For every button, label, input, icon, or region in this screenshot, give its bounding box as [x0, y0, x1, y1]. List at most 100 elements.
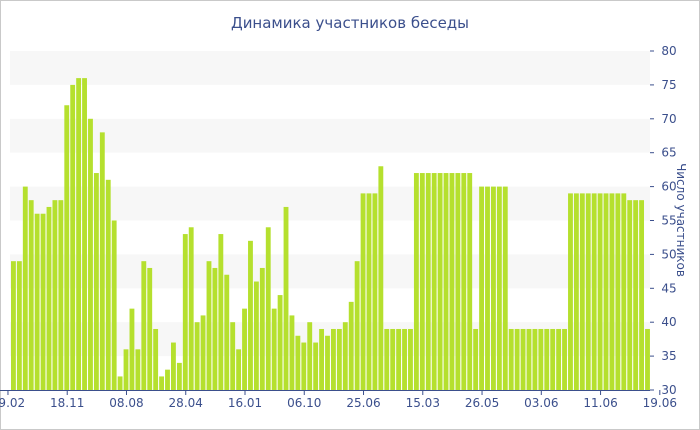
- bar: [277, 295, 283, 390]
- bar: [461, 173, 467, 390]
- y-tick-label: 40: [661, 315, 676, 329]
- x-tick-label: 18.11: [50, 396, 84, 410]
- bar: [289, 315, 295, 390]
- bar-series: [11, 78, 650, 391]
- y-tick-label: 35: [661, 349, 676, 363]
- bar: [301, 342, 307, 390]
- bar: [496, 186, 502, 390]
- bar: [366, 193, 372, 390]
- bar: [283, 206, 289, 390]
- bar: [248, 240, 253, 390]
- bar: [585, 193, 591, 390]
- bar: [455, 173, 461, 390]
- bar: [206, 261, 212, 390]
- bar: [514, 328, 520, 390]
- bar: [591, 193, 597, 390]
- bar: [556, 328, 562, 390]
- y-tick-label: 45: [661, 281, 676, 295]
- bar: [182, 234, 188, 390]
- bar: [485, 186, 490, 390]
- y-tick-label: 30: [661, 383, 676, 397]
- bar: [425, 173, 431, 390]
- bar: [153, 328, 159, 390]
- bar: [64, 105, 70, 391]
- bar: [253, 281, 259, 390]
- grid-band: [10, 118, 650, 153]
- bar: [88, 118, 93, 391]
- bar: [93, 173, 99, 390]
- bar: [224, 274, 230, 390]
- bar: [473, 328, 479, 390]
- bar: [82, 78, 87, 391]
- bar: [390, 328, 396, 390]
- bar: [396, 328, 402, 390]
- grid-band: [10, 322, 650, 357]
- bar: [242, 308, 247, 390]
- bar: [129, 308, 135, 390]
- bar: [437, 173, 443, 390]
- bar: [70, 84, 76, 391]
- y-axis-label: Число участников: [674, 163, 688, 277]
- y-tick-label: 80: [661, 44, 676, 58]
- bar: [194, 322, 200, 390]
- x-tick-label: 16.01: [228, 396, 262, 410]
- bar: [467, 173, 473, 390]
- bar: [141, 261, 147, 390]
- bar: [603, 193, 609, 390]
- bar: [348, 301, 354, 390]
- bar: [111, 220, 117, 390]
- y-tick-label: 60: [661, 180, 676, 194]
- bar: [645, 328, 650, 390]
- bar: [11, 261, 16, 390]
- bar: [342, 322, 348, 390]
- bar: [384, 328, 390, 390]
- bar: [449, 173, 455, 390]
- bar: [532, 328, 538, 390]
- bar: [336, 328, 342, 390]
- bar: [159, 376, 165, 390]
- bar: [117, 376, 123, 390]
- bar: [508, 328, 514, 390]
- bar: [46, 206, 52, 390]
- bar: [573, 193, 579, 390]
- grid-bands: [10, 51, 650, 357]
- bar: [639, 200, 645, 390]
- x-tick-label: 08.08: [109, 396, 143, 410]
- bar: [135, 349, 141, 390]
- bar: [597, 193, 603, 390]
- bar: [165, 369, 170, 390]
- bar: [171, 342, 176, 390]
- bar: [627, 200, 633, 390]
- bar: [99, 132, 105, 391]
- bar: [188, 227, 194, 390]
- x-tick-label: 03.06: [524, 396, 558, 410]
- bar: [443, 173, 449, 390]
- bar: [325, 335, 330, 390]
- bar: [479, 186, 485, 390]
- bar: [271, 308, 277, 390]
- bar: [22, 186, 28, 390]
- y-tick-label: 75: [661, 78, 676, 92]
- bar: [408, 328, 413, 390]
- y-axis-ticks: 30 35 40 45 50 55 60 65 70 75 80: [650, 44, 677, 397]
- bar: [609, 193, 615, 390]
- bar: [372, 193, 378, 390]
- bar: [34, 213, 40, 390]
- grid-band: [10, 51, 650, 85]
- bar: [419, 173, 425, 390]
- grid-band: [10, 186, 650, 221]
- bar: [295, 335, 301, 390]
- bar: [550, 328, 556, 390]
- bar: [378, 166, 384, 390]
- bar: [212, 267, 218, 390]
- bar: [265, 227, 271, 390]
- bar: [544, 328, 550, 390]
- bar: [40, 213, 46, 390]
- bar: [16, 261, 22, 390]
- y-tick-label: 50: [661, 247, 676, 261]
- x-tick-label: 29.02: [0, 396, 25, 410]
- bar: [52, 200, 58, 390]
- x-axis-ticks: 29.02 18.11 08.08 28.04 16.01 06.10 25.06 15.03…: [0, 390, 677, 410]
- bar: [538, 328, 544, 390]
